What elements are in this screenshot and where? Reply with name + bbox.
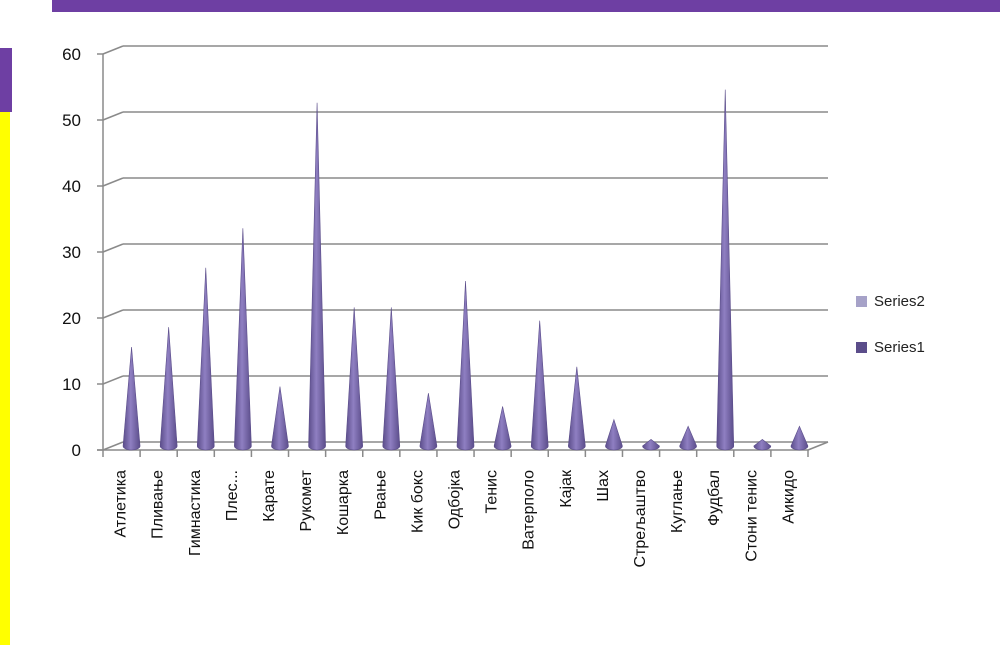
category-label: Одбојка xyxy=(447,470,464,529)
gridline-side xyxy=(102,45,124,55)
legend-label: Series2 xyxy=(874,293,925,310)
category-label: Тенис xyxy=(484,470,501,514)
cone-bar xyxy=(271,386,289,451)
cone-shape xyxy=(196,267,215,451)
category-labels: Атлетика Пливање Гимнастика Плес... Карате Ру… xyxy=(113,469,798,567)
category-label: Рукомет xyxy=(298,469,315,531)
cone-bar xyxy=(642,439,660,451)
cone-shape xyxy=(642,439,660,451)
cone-shape xyxy=(493,406,512,451)
y-tick-label: 0 xyxy=(72,441,81,460)
y-tick-labels: 0 10 20 30 40 50 60 xyxy=(62,45,81,460)
y-tick-label: 10 xyxy=(62,375,81,394)
cone-bar xyxy=(753,439,772,451)
legend: Series2 Series1 xyxy=(856,293,925,356)
category-label: Пливање xyxy=(150,470,167,539)
cone-shape xyxy=(271,386,289,451)
frame-left-block xyxy=(0,48,12,112)
cone-bar xyxy=(196,267,215,451)
cone-shape xyxy=(382,307,401,451)
category-label: Кајак xyxy=(558,469,575,508)
y-tick-label: 20 xyxy=(62,309,81,328)
grid-lines xyxy=(102,45,828,451)
cone-bar xyxy=(605,418,623,451)
cone-bar xyxy=(308,102,326,451)
cone-shape xyxy=(753,439,772,451)
cone-shape xyxy=(790,425,809,451)
cone-bar xyxy=(493,406,512,451)
cone-bar xyxy=(382,307,401,451)
data-marks xyxy=(122,89,809,451)
category-label: Карате xyxy=(261,470,278,522)
gridline-side xyxy=(102,441,124,451)
legend-swatch xyxy=(856,296,867,307)
category-label: Шах xyxy=(595,470,612,502)
cone-bar xyxy=(530,320,549,451)
cone-bar xyxy=(234,228,252,451)
cone-bar xyxy=(716,89,735,451)
cone-shape xyxy=(605,418,623,451)
cone-shape xyxy=(456,280,475,451)
y-tick-label: 60 xyxy=(62,45,81,64)
category-label: Плес... xyxy=(224,470,241,521)
cone-bar xyxy=(122,346,141,451)
category-label: Стрељаштво xyxy=(632,470,649,568)
cone-shape xyxy=(568,366,586,451)
category-label: Рвање xyxy=(372,470,389,520)
category-label: Кошарка xyxy=(335,470,352,535)
cone-bar xyxy=(159,327,178,451)
legend-label: Series1 xyxy=(874,339,925,356)
cone-bar xyxy=(456,280,475,451)
cone-shape xyxy=(159,327,178,451)
cone-shape xyxy=(530,320,549,451)
gridline-side xyxy=(102,177,124,187)
y-tick-label: 40 xyxy=(62,177,81,196)
gridline-side xyxy=(102,309,124,319)
legend-swatch xyxy=(856,342,867,353)
cone-shape xyxy=(679,425,697,451)
category-label: Атлетика xyxy=(113,470,130,538)
category-label: Фудбал xyxy=(706,470,723,526)
cone-bar xyxy=(679,425,697,451)
cone-shape xyxy=(345,307,363,451)
gridline-side xyxy=(102,111,124,121)
cone-bar xyxy=(568,366,586,451)
category-label: Гимнастика xyxy=(187,470,204,556)
cone-bar xyxy=(419,393,438,451)
category-label: Кик бокс xyxy=(409,470,426,533)
cone-shape xyxy=(716,89,735,451)
gridline-side xyxy=(102,243,124,253)
frame-top-bar xyxy=(52,0,1000,12)
category-label: Аикидо xyxy=(780,470,797,524)
cone-shape xyxy=(419,393,438,451)
cone-shape xyxy=(234,228,252,451)
floor-right-edge xyxy=(807,441,829,451)
y-tick-label: 50 xyxy=(62,111,81,130)
y-tick-label: 30 xyxy=(62,243,81,262)
category-label: Куглање xyxy=(669,470,686,533)
frame-yellow-strip xyxy=(0,112,10,645)
category-label: Стони тенис xyxy=(743,470,760,562)
cone-bar xyxy=(790,425,809,451)
cone-shape xyxy=(122,346,141,451)
category-label: Ватерполо xyxy=(521,470,538,550)
cone-bar xyxy=(345,307,363,451)
gridline-side xyxy=(102,375,124,385)
cone-shape xyxy=(308,102,326,451)
